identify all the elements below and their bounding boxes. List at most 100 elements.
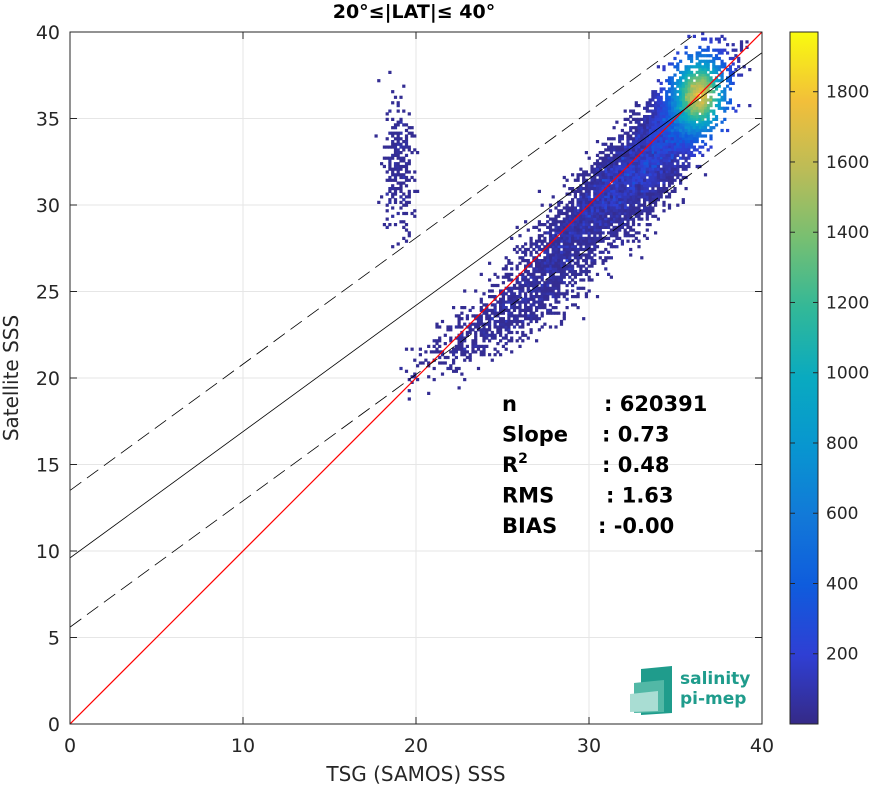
density-cell xyxy=(698,151,702,155)
density-cell xyxy=(703,173,708,177)
density-cell xyxy=(673,153,677,157)
density-cell xyxy=(662,203,666,207)
density-cell xyxy=(576,211,580,216)
density-cell xyxy=(582,173,586,177)
density-cell xyxy=(548,275,553,279)
density-cell xyxy=(543,292,547,296)
density-cell xyxy=(584,203,588,207)
density-cell xyxy=(554,239,558,243)
density-cell xyxy=(501,267,505,271)
density-cell xyxy=(404,164,409,169)
density-cell xyxy=(593,225,597,229)
density-cell xyxy=(679,151,683,155)
density-cell xyxy=(701,140,705,144)
density-cell xyxy=(618,140,622,144)
density-cell xyxy=(670,173,674,177)
density-cell xyxy=(615,189,619,193)
density-cell xyxy=(460,325,464,329)
density-cell xyxy=(557,311,561,315)
density-cell xyxy=(612,148,616,152)
density-cell xyxy=(640,145,644,149)
density-cell xyxy=(598,228,602,232)
density-cell xyxy=(537,328,541,332)
density-cell xyxy=(687,128,691,133)
density-cell xyxy=(590,217,594,221)
density-cell xyxy=(388,131,392,135)
density-cell xyxy=(626,145,630,149)
density-cell xyxy=(687,153,691,157)
density-cell xyxy=(645,170,649,174)
density-cell xyxy=(695,109,699,113)
density-cell xyxy=(615,209,619,213)
density-cell xyxy=(690,109,694,113)
density-cell xyxy=(623,162,627,166)
density-cell xyxy=(493,319,497,324)
density-cell xyxy=(631,217,636,221)
density-cell xyxy=(551,311,555,315)
density-cell xyxy=(402,145,406,149)
density-cell xyxy=(443,355,447,360)
density-cell xyxy=(670,162,674,166)
density-cell xyxy=(501,297,505,301)
density-cell xyxy=(565,245,569,249)
density-cell xyxy=(510,311,514,315)
density-cell xyxy=(720,106,724,110)
density-cell xyxy=(601,223,605,227)
density-cell xyxy=(626,151,630,155)
density-cell xyxy=(504,256,508,260)
density-cell xyxy=(524,317,528,321)
density-cell xyxy=(692,128,696,133)
density-cell xyxy=(645,181,649,185)
density-cell xyxy=(512,314,517,318)
density-cell xyxy=(651,134,655,138)
density-cell xyxy=(687,134,691,138)
density-cell xyxy=(468,358,472,362)
density-cell xyxy=(679,148,683,152)
density-cell xyxy=(468,330,472,335)
density-cell xyxy=(626,156,630,160)
density-cell xyxy=(524,220,528,224)
density-cell xyxy=(709,76,713,80)
density-cell xyxy=(676,142,680,146)
density-cell xyxy=(399,181,403,185)
density-cell xyxy=(454,344,458,348)
density-cell xyxy=(706,120,710,124)
density-cell xyxy=(620,181,624,185)
density-cell xyxy=(737,59,741,63)
density-cell xyxy=(535,270,539,274)
density-cell xyxy=(576,247,580,252)
density-cell xyxy=(584,214,588,218)
density-cell xyxy=(612,153,616,157)
density-cell xyxy=(615,214,619,218)
density-cell xyxy=(393,126,398,130)
density-cell xyxy=(598,178,602,182)
density-cell xyxy=(540,292,544,296)
density-cell xyxy=(557,203,561,207)
density-cell xyxy=(626,225,630,229)
density-cell xyxy=(629,203,633,207)
density-cell xyxy=(645,192,649,196)
density-cell xyxy=(582,195,586,199)
density-cell xyxy=(651,184,655,188)
density-cell xyxy=(407,389,411,393)
density-cell xyxy=(673,142,677,146)
density-cell xyxy=(654,117,658,121)
density-cell xyxy=(679,92,683,97)
density-cell xyxy=(706,59,710,63)
density-cell xyxy=(443,361,447,365)
density-cell xyxy=(615,234,619,238)
density-cell xyxy=(656,140,660,144)
density-cell xyxy=(659,173,663,177)
density-cell xyxy=(598,167,602,171)
density-cell xyxy=(701,87,705,91)
density-cell xyxy=(648,145,652,149)
density-cell xyxy=(645,137,649,141)
density-cell xyxy=(485,314,489,318)
density-cell xyxy=(595,173,600,177)
density-cell xyxy=(449,339,453,343)
density-cell xyxy=(571,223,575,227)
density-cell xyxy=(548,256,553,260)
density-cell xyxy=(662,167,666,171)
